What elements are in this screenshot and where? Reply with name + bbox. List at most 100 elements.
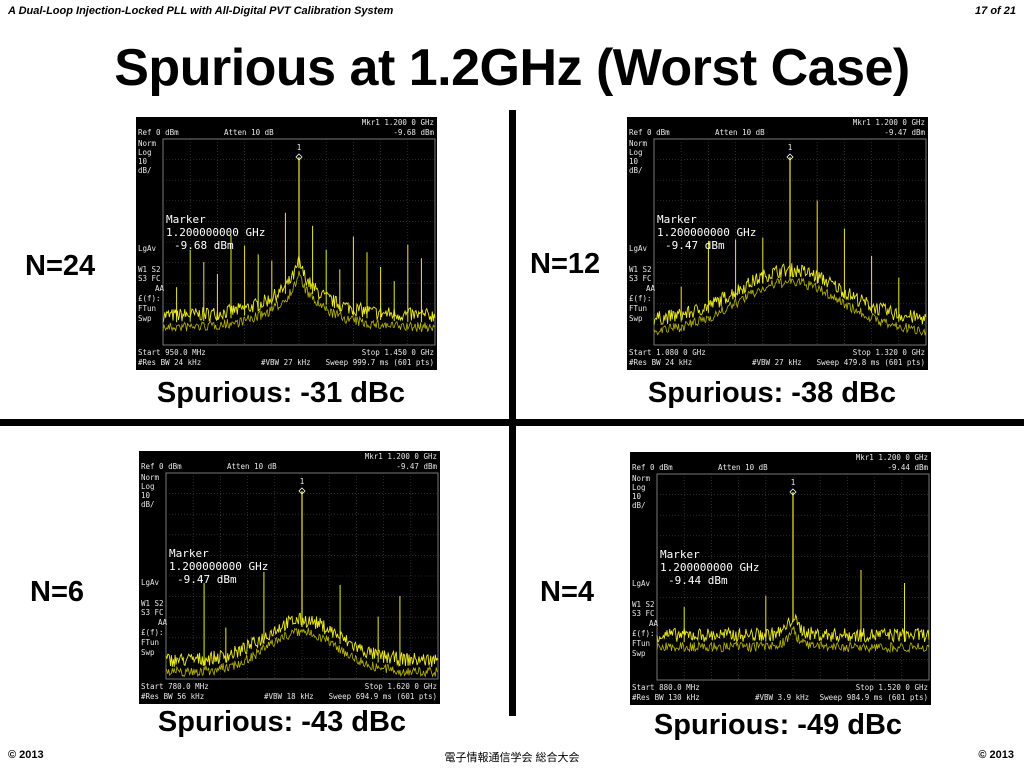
- marker-header: Mkr1 1.200 0 GHz: [362, 118, 434, 127]
- marker-header: Mkr1 1.200 0 GHz: [856, 453, 928, 462]
- sweep: Sweep 999.7 ms (601 pts): [326, 358, 434, 367]
- side-label: £(f):: [632, 629, 655, 638]
- side-label: S3 FC: [141, 608, 164, 617]
- marker-freq: 1.200000000 GHz: [169, 560, 268, 573]
- analyzer-screen: Mkr1 1.200 0 GHz Ref 0 dBm Atten 10 dB -9.4…: [630, 452, 931, 705]
- side-label: Log: [629, 148, 643, 157]
- stop-freq: Stop 1.520 0 GHz: [856, 683, 928, 692]
- marker-freq: 1.200000000 GHz: [660, 561, 759, 574]
- marker-readout: -9.47 dBm: [665, 239, 725, 252]
- stop-freq: Stop 1.450 0 GHz: [362, 348, 434, 357]
- spurious-label: Spurious: -31 dBc: [156, 377, 406, 409]
- start-freq: Start 1.080 0 GHz: [629, 348, 706, 357]
- trace-noise: [653, 276, 927, 336]
- marker-id: 1: [297, 143, 302, 152]
- side-label: Norm: [141, 473, 160, 482]
- marker-id: 1: [791, 478, 796, 487]
- start-freq: Start 780.0 MHz: [141, 682, 209, 691]
- marker-value: -9.44 dBm: [887, 463, 928, 472]
- attenuation: Atten 10 dB: [224, 128, 274, 137]
- marker-diamond: [298, 487, 306, 495]
- marker-title: Marker: [169, 547, 209, 560]
- res-bw: #Res BW 24 kHz: [138, 358, 201, 367]
- side-label: W1 S2: [141, 599, 164, 608]
- sweep: Sweep 984.9 ms (601 pts): [820, 693, 928, 702]
- page-number: 17 of 21: [975, 5, 1016, 17]
- spurious-label: Spurious: -43 dBc: [157, 706, 407, 738]
- marker-title: Marker: [660, 548, 700, 561]
- side-label: £(f):: [629, 294, 652, 303]
- sweep: Sweep 694.9 ms (601 pts): [329, 692, 437, 701]
- side-label: LgAv: [629, 244, 648, 253]
- side-label: AA: [158, 618, 168, 627]
- side-label: Norm: [629, 139, 648, 148]
- marker-readout: -9.44 dBm: [668, 574, 728, 587]
- marker-title: Marker: [166, 213, 206, 226]
- n-label: N=24: [25, 250, 96, 282]
- side-label: 10: [141, 491, 151, 500]
- side-label: AA: [155, 284, 165, 293]
- side-label: Norm: [632, 474, 651, 483]
- side-label: 10: [632, 492, 642, 501]
- sweep: Sweep 479.8 ms (601 pts): [817, 358, 925, 367]
- ref-level: Ref 0 dBm: [141, 462, 182, 471]
- side-label: Swp: [141, 648, 155, 657]
- analyzer-screen: Mkr1 1.200 0 GHz Ref 0 dBm Atten 10 dB -9.4…: [627, 117, 928, 370]
- n-label: N=6: [30, 576, 85, 608]
- side-label: S3 FC: [632, 609, 655, 618]
- stop-freq: Stop 1.620 0 GHz: [365, 682, 437, 691]
- side-label: AA: [649, 619, 659, 628]
- side-label: W1 S2: [138, 265, 161, 274]
- footer-center: 電子情報通信学会 総合大会: [444, 752, 580, 764]
- side-label: FTun: [138, 304, 156, 313]
- side-label: Log: [141, 482, 155, 491]
- side-label: W1 S2: [629, 265, 652, 274]
- slide-title: Spurious at 1.2GHz (Worst Case): [114, 39, 910, 97]
- side-label: FTun: [141, 638, 159, 647]
- vbw: #VBW 18 kHz: [264, 692, 314, 701]
- marker-diamond: [789, 488, 797, 496]
- start-freq: Start 950.0 MHz: [138, 348, 206, 357]
- trace-noise: [656, 626, 930, 654]
- marker-freq: 1.200000000 GHz: [657, 226, 756, 239]
- side-label: dB/: [141, 500, 155, 509]
- side-label: FTun: [629, 304, 647, 313]
- marker-readout: -9.47 dBm: [177, 573, 237, 586]
- footer-left: © 2013: [8, 749, 44, 761]
- vbw: #VBW 27 kHz: [752, 358, 802, 367]
- marker-value: -9.47 dBm: [396, 462, 437, 471]
- side-label: S3 FC: [629, 274, 652, 283]
- n-label: N=12: [530, 248, 601, 280]
- res-bw: #Res BW 130 kHz: [632, 693, 700, 702]
- side-label: Swp: [632, 649, 646, 658]
- side-label: Norm: [138, 139, 157, 148]
- side-label: Log: [138, 148, 152, 157]
- vbw: #VBW 3.9 kHz: [755, 693, 809, 702]
- attenuation: Atten 10 dB: [718, 463, 768, 472]
- side-label: Log: [632, 483, 646, 492]
- marker-id: 1: [788, 143, 793, 152]
- res-bw: #Res BW 24 kHz: [629, 358, 692, 367]
- analyzer-screen: Mkr1 1.200 0 GHz Ref 0 dBm Atten 10 dB -9.6…: [136, 117, 437, 370]
- marker-title: Marker: [657, 213, 697, 226]
- marker-diamond: [295, 153, 303, 161]
- side-label: Swp: [629, 314, 643, 323]
- marker-id: 1: [300, 477, 305, 486]
- n-label: N=4: [540, 576, 595, 608]
- marker-readout: -9.68 dBm: [174, 239, 234, 252]
- spurious-label: Spurious: -38 dBc: [647, 377, 897, 409]
- footer-right: © 2013: [978, 749, 1014, 761]
- side-label: AA: [646, 284, 656, 293]
- start-freq: Start 880.0 MHz: [632, 683, 700, 692]
- marker-value: -9.47 dBm: [884, 128, 925, 137]
- trace-noise: [165, 627, 439, 678]
- side-label: Swp: [138, 314, 152, 323]
- side-label: £(f):: [141, 628, 164, 637]
- ref-level: Ref 0 dBm: [138, 128, 179, 137]
- stop-freq: Stop 1.320 0 GHz: [853, 348, 925, 357]
- ref-level: Ref 0 dBm: [629, 128, 670, 137]
- marker-header: Mkr1 1.200 0 GHz: [853, 118, 925, 127]
- marker-header: Mkr1 1.200 0 GHz: [365, 452, 437, 461]
- side-label: dB/: [629, 166, 643, 175]
